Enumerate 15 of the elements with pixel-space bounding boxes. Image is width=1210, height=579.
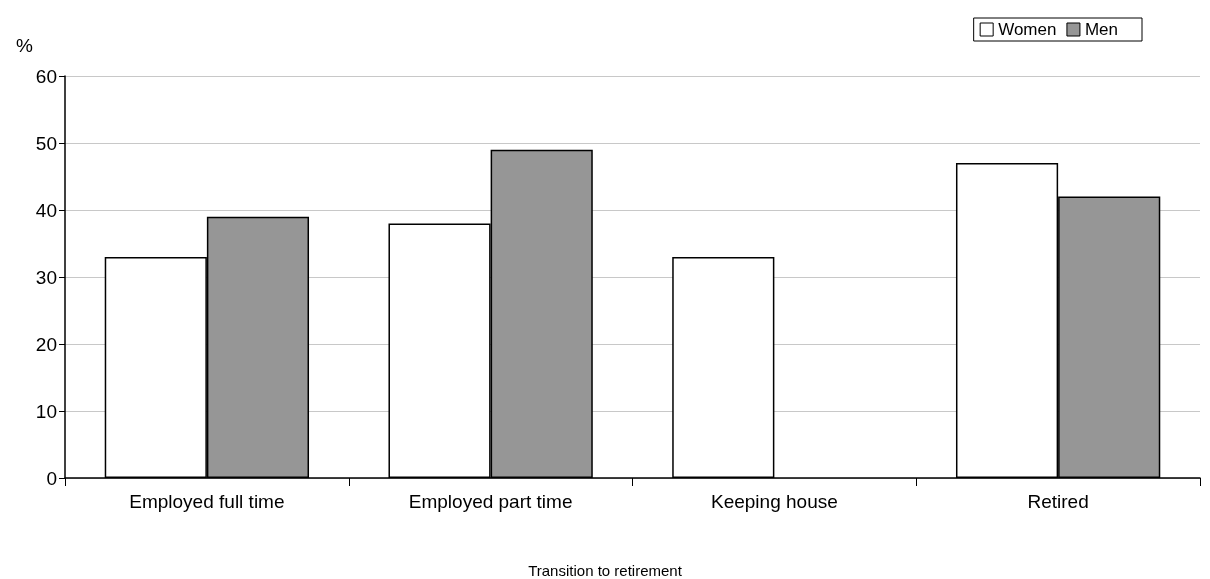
x-axis-title: Transition to retirement (528, 562, 683, 579)
x-tick-label: Employed part time (408, 491, 573, 512)
x-tick-label: Keeping house (710, 491, 838, 512)
y-tick-label: 50 (35, 132, 57, 154)
y-tick-label: 10 (35, 400, 57, 422)
x-tick-label: Retired (1027, 491, 1089, 512)
y-tick-label: 60 (35, 65, 57, 87)
legend-label: Men (1084, 20, 1119, 39)
y-axis-title: % (16, 35, 33, 56)
legend-label: Women (998, 20, 1057, 39)
y-tick-label: 0 (46, 467, 57, 489)
y-tick-label: 30 (35, 266, 57, 288)
x-tick-label: Employed full time (129, 491, 285, 512)
y-tick-label: 20 (35, 333, 57, 355)
y-tick-label: 40 (35, 199, 57, 221)
